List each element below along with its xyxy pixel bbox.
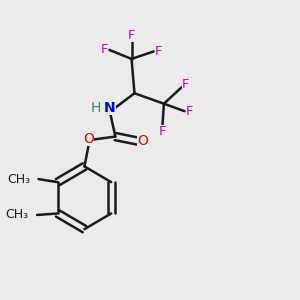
Text: CH₃: CH₃ (7, 172, 30, 186)
Text: F: F (159, 125, 166, 138)
Text: F: F (182, 78, 190, 91)
Text: H: H (91, 101, 101, 115)
Text: F: F (128, 28, 135, 41)
Text: N: N (104, 101, 116, 115)
Text: CH₃: CH₃ (6, 208, 29, 221)
Text: O: O (137, 134, 148, 148)
Text: O: O (83, 132, 94, 146)
Text: F: F (101, 44, 108, 56)
Text: F: F (155, 45, 163, 58)
Text: F: F (186, 105, 194, 118)
